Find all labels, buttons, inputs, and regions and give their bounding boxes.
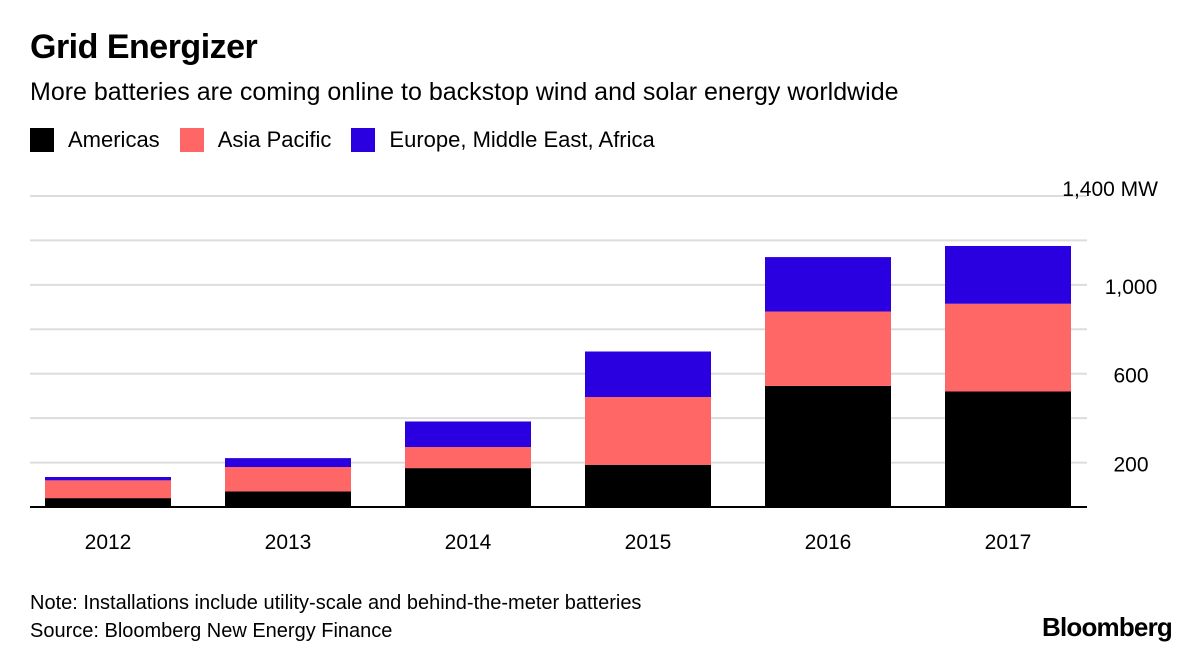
bar-2012-europe-middle-east-africa xyxy=(45,477,171,481)
x-tick-label-2016: 2016 xyxy=(805,531,852,554)
bar-2016-asia-pacific xyxy=(765,311,891,386)
x-tick-label-2013: 2013 xyxy=(265,531,312,554)
legend-item-asia-pacific: Asia Pacific xyxy=(179,127,332,153)
legend-item-emea: Europe, Middle East, Africa xyxy=(351,127,655,153)
legend: Americas Asia Pacific Europe, Middle Eas… xyxy=(30,127,675,153)
note-text: Note: Installations include utility-scal… xyxy=(30,592,642,614)
y-tick-label-200: 200 xyxy=(1113,454,1148,477)
chart-subtitle: More batteries are coming online to back… xyxy=(30,78,899,106)
y-tick-label-1400: 1,400 MW xyxy=(1062,178,1158,201)
x-tick-label-2015: 2015 xyxy=(625,531,672,554)
bar-2016-americas xyxy=(765,385,891,507)
source-text: Source: Bloomberg New Energy Finance xyxy=(30,620,393,642)
bar-2015-americas xyxy=(585,464,711,507)
legend-swatch-emea xyxy=(351,128,376,152)
bar-2016-europe-middle-east-africa xyxy=(765,257,891,312)
legend-swatch-americas xyxy=(30,128,54,152)
bar-2014-americas xyxy=(405,468,531,507)
bar-2012-asia-pacific xyxy=(45,480,171,499)
x-tick-label-2017: 2017 xyxy=(985,531,1032,554)
legend-label-asia-pacific: Asia Pacific xyxy=(217,127,332,152)
bar-2015-europe-middle-east-africa xyxy=(585,351,711,398)
bloomberg-logo: Bloomberg xyxy=(1041,612,1173,642)
chart-title: Grid Energizer xyxy=(30,28,258,66)
bar-2017-asia-pacific xyxy=(945,303,1071,392)
bar-2015-asia-pacific xyxy=(585,397,711,465)
bar-2014-europe-middle-east-africa xyxy=(405,421,531,448)
bar-2017-americas xyxy=(945,391,1071,507)
legend-item-americas: Americas xyxy=(30,127,160,153)
bar-2013-asia-pacific xyxy=(225,467,351,492)
footnote: Note: Installations include utility-scal… xyxy=(30,589,641,645)
bar-2012-americas xyxy=(45,498,171,507)
bar-2017-europe-middle-east-africa xyxy=(945,245,1071,304)
y-tick-label-1000: 1,000 xyxy=(1105,276,1158,299)
legend-swatch-asia-pacific xyxy=(179,128,204,152)
bar-2013-europe-middle-east-africa xyxy=(225,458,351,468)
bar-2014-asia-pacific xyxy=(405,447,531,469)
legend-label-emea: Europe, Middle East, Africa xyxy=(389,127,655,152)
legend-label-americas: Americas xyxy=(68,127,160,152)
x-tick-label-2012: 2012 xyxy=(85,531,132,554)
x-tick-label-2014: 2014 xyxy=(445,531,492,554)
y-tick-label-600: 600 xyxy=(1113,365,1148,388)
bar-2013-americas xyxy=(225,491,351,507)
